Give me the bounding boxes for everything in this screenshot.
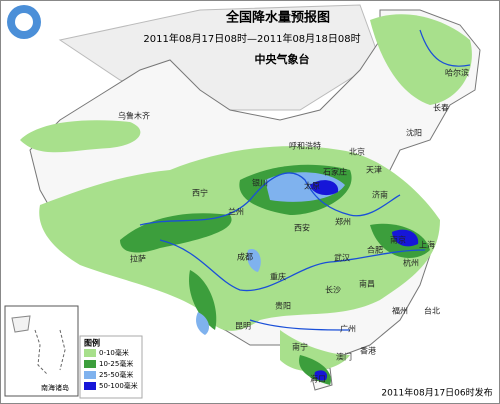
city-label: 香港 — [360, 346, 376, 356]
city-label: 拉萨 — [130, 254, 146, 264]
map-subtitle: 2011年08月17日08时—2011年08月18日08时 — [143, 32, 360, 45]
rain-areas — [20, 14, 472, 385]
legend-swatch — [84, 349, 96, 357]
heilong-river — [419, 29, 471, 67]
city-label: 石家庄 — [323, 167, 347, 177]
city-label: 上海 — [419, 240, 435, 250]
legend-swatch — [84, 371, 96, 379]
legend-label: 50-100毫米 — [99, 381, 138, 390]
city-label: 乌鲁木齐 — [118, 111, 150, 121]
city-label: 南昌 — [359, 279, 375, 289]
rain-area — [120, 213, 232, 253]
city-label: 成都 — [237, 252, 253, 262]
legend-label: 10-25毫米 — [99, 359, 133, 368]
logo-inner — [15, 13, 33, 31]
inset-land — [11, 315, 31, 333]
city-label: 济南 — [372, 190, 388, 200]
yellow-river — [139, 172, 401, 226]
pearl-river — [249, 319, 351, 331]
rain-area — [280, 330, 350, 372]
city-label: 重庆 — [270, 272, 286, 282]
city-label: 南宁 — [292, 342, 308, 352]
city-label: 台北 — [424, 306, 440, 316]
city-label: 郑州 — [335, 217, 351, 227]
rain-area — [20, 120, 141, 153]
city-label: 武汉 — [334, 253, 350, 263]
city-label: 西宁 — [192, 188, 208, 198]
legend-title: 图例 — [84, 338, 100, 348]
city-label: 太原 — [304, 181, 320, 191]
legend-label: 25-50毫米 — [99, 370, 133, 379]
city-label: 贵阳 — [275, 301, 291, 311]
city-label: 西安 — [294, 223, 310, 233]
rain-area — [314, 370, 328, 381]
map-title: 全国降水量预报图 — [225, 10, 330, 26]
issuer: 中央气象台 — [255, 52, 310, 66]
legend-swatch — [84, 360, 96, 368]
rain-area — [392, 229, 419, 247]
rain-area — [196, 312, 210, 335]
city-label: 澳门 — [336, 352, 352, 362]
rain-area — [370, 14, 472, 106]
city-label: 沈阳 — [406, 128, 422, 138]
city-label: 呼和浩特 — [289, 141, 321, 151]
city-label: 广州 — [340, 324, 356, 334]
legend-swatch — [84, 382, 96, 390]
city-label: 银川 — [252, 178, 268, 188]
inset-boundary — [34, 329, 66, 376]
city-label: 长春 — [433, 103, 449, 113]
city-label: 南京 — [390, 235, 406, 245]
city-label: 杭州 — [403, 258, 419, 268]
yangtze-river — [159, 239, 426, 292]
legend-label: 0-10毫米 — [99, 348, 129, 357]
rain-area — [189, 270, 217, 330]
city-label: 福州 — [392, 307, 408, 316]
city-label: 长沙 — [325, 285, 341, 295]
legend-items: 0-10毫米 10-25毫米 25-50毫米 50-100毫米 — [84, 348, 138, 390]
city-label: 天津 — [366, 165, 382, 175]
city-label: 兰州 — [228, 207, 244, 217]
city-label: 哈尔滨 — [445, 68, 469, 78]
city-label: 合肥 — [367, 245, 383, 255]
rain-area — [247, 249, 261, 272]
inset-label: 南海诸岛 — [41, 383, 69, 392]
city-label: 海口 — [310, 374, 326, 384]
city-label: 昆明 — [235, 322, 251, 331]
rain-area — [310, 180, 339, 196]
city-label: 北京 — [349, 147, 365, 157]
issue-time: 2011年08月17日06时发布 — [381, 387, 492, 399]
